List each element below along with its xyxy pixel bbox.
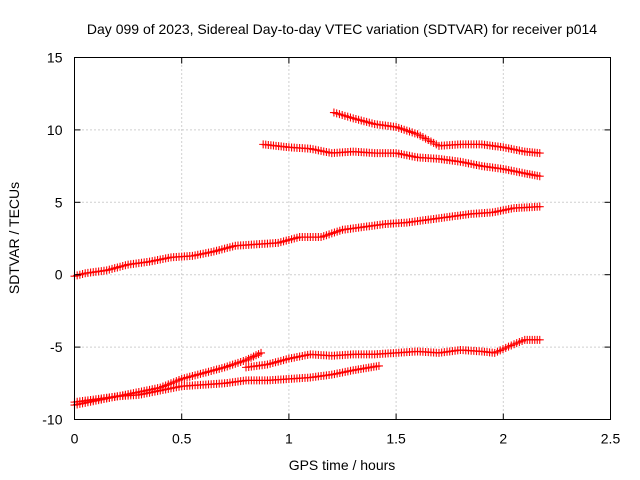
data-point	[535, 335, 544, 344]
data-point	[257, 348, 266, 357]
y-tick-label: 10	[47, 122, 63, 138]
data-points	[70, 108, 544, 410]
data-point	[535, 149, 544, 158]
x-tick-label: 1	[285, 431, 293, 447]
y-tick-label: 15	[47, 50, 63, 66]
x-tick-label: 2.5	[601, 431, 621, 447]
data-point	[535, 172, 544, 181]
y-tick-label: -5	[50, 339, 63, 355]
series-track-4	[242, 335, 544, 372]
series-track-1	[329, 108, 544, 158]
series-track-2	[259, 140, 544, 181]
series-track-6	[70, 361, 383, 407]
x-tick-label: 0.5	[172, 431, 192, 447]
series-track-3	[70, 202, 544, 281]
x-tick-label: 1.5	[386, 431, 406, 447]
data-point	[374, 361, 383, 370]
y-tick-label: 5	[55, 194, 63, 210]
data-point	[535, 202, 544, 211]
plot-frame	[74, 57, 611, 420]
x-tick-label: 2	[499, 431, 507, 447]
y-tick-label: -10	[42, 412, 62, 428]
x-tick-label: 0	[71, 431, 79, 447]
axis-ticks: 0 0.5 1 1.5 2 2.5 -10 -5 0 5 10 15	[42, 50, 620, 447]
y-tick-label: 0	[55, 267, 63, 283]
x-axis-label: GPS time / hours	[289, 457, 396, 473]
y-axis-label: SDTVAR / TECUs	[6, 182, 22, 294]
chart-title: Day 099 of 2023, Sidereal Day-to-day VTE…	[87, 21, 597, 37]
